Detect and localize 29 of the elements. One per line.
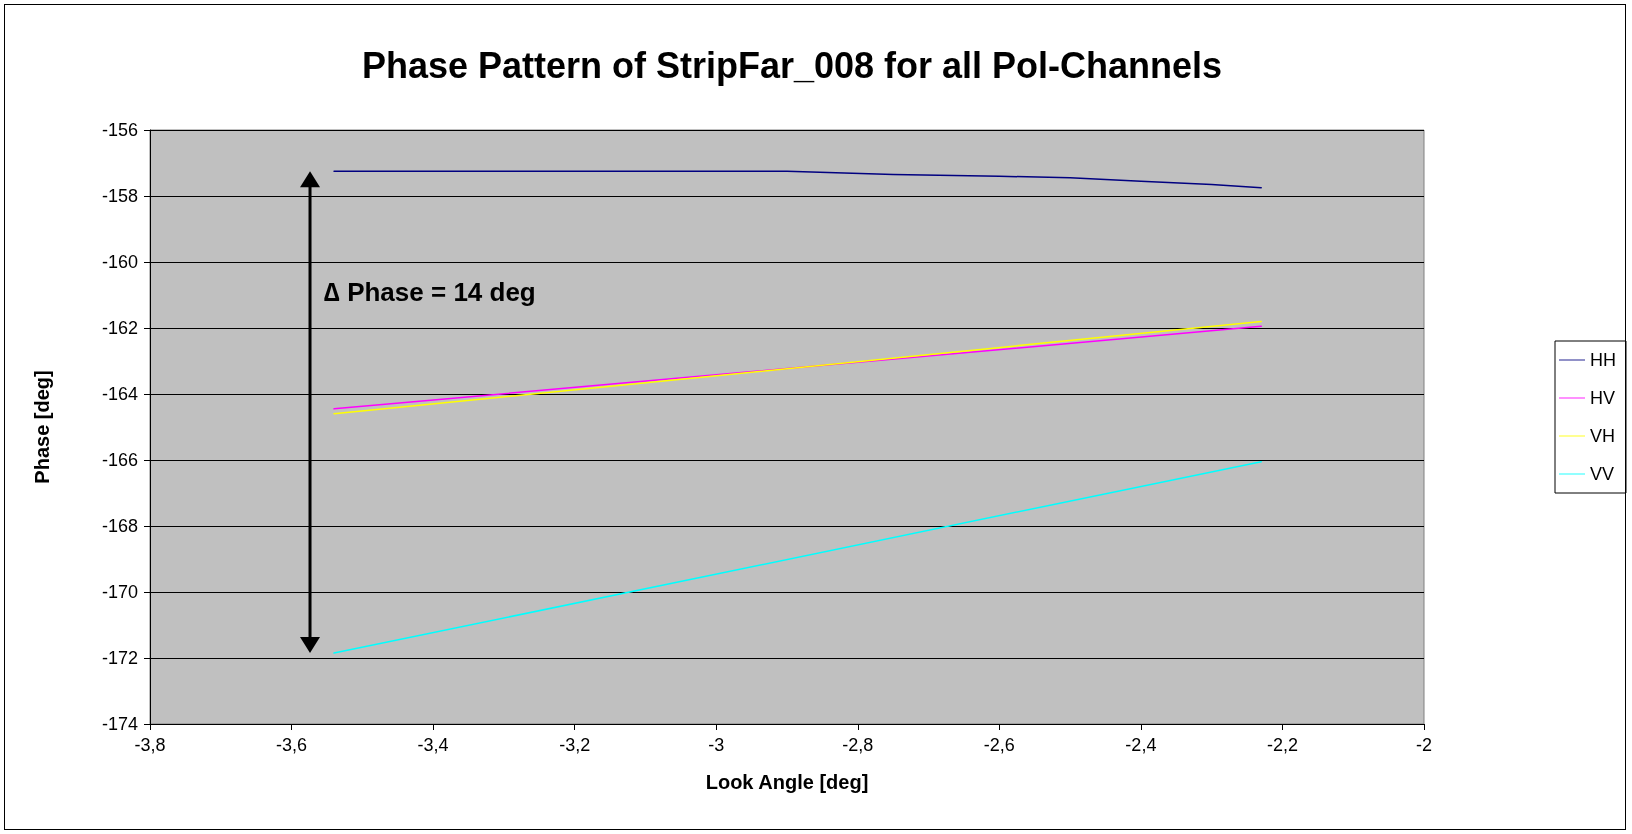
x-tick-label: -3 (708, 735, 725, 755)
x-tick-label: -2,4 (1125, 735, 1157, 755)
x-tick-label: -3,2 (559, 735, 591, 755)
x-tick-label: -3,8 (134, 735, 166, 755)
y-axis-title: Phase [deg] (31, 370, 53, 484)
x-tick-label: -2,2 (1266, 735, 1298, 755)
y-tick-label: -156 (101, 120, 138, 140)
legend-label: HH (1590, 350, 1616, 370)
chart-title: Phase Pattern of StripFar_008 for all Pol-Channels (361, 44, 1223, 86)
y-tick-label: -160 (101, 252, 138, 272)
x-tick-label: -2,8 (842, 735, 874, 755)
y-tick-label: -174 (101, 714, 138, 734)
annotation: ∆ Phase = 14 deg (324, 277, 536, 308)
legend-label: HV (1590, 388, 1616, 408)
x-tick-label: -3,6 (276, 735, 308, 755)
x-tick-label: -3,4 (417, 735, 449, 755)
y-tick-label: -166 (101, 450, 138, 470)
x-tick-label: -2,6 (983, 735, 1015, 755)
x-tick-label: -2 (1415, 735, 1433, 755)
y-tick-label: -170 (101, 582, 138, 602)
line-series (333, 170, 1262, 189)
legend-label: VH (1590, 426, 1616, 446)
legend-label: VV (1590, 464, 1615, 484)
y-tick-label: -172 (101, 648, 138, 668)
y-tick-label: -158 (101, 186, 138, 206)
y-tick-label: -168 (101, 516, 138, 536)
y-tick-label: -164 (101, 384, 138, 404)
y-tick-label: -162 (101, 318, 138, 338)
x-axis-title: Look Angle [deg] (705, 771, 869, 793)
